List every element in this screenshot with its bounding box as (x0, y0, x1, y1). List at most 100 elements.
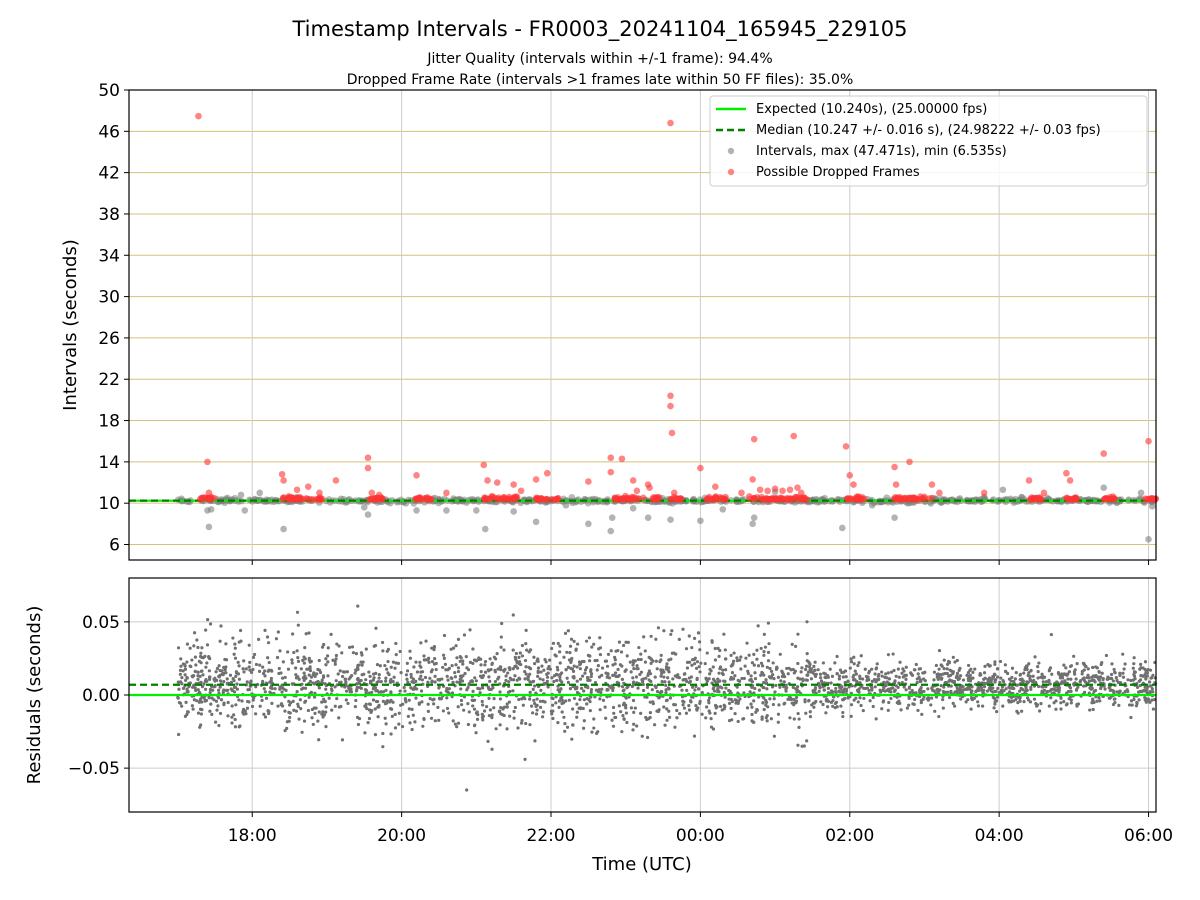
residual-point (357, 716, 362, 721)
residual-point (359, 660, 363, 664)
residual-point (400, 724, 405, 729)
residual-point (1121, 671, 1125, 675)
residual-point (881, 700, 885, 704)
residual-point (232, 652, 236, 656)
residual-point (535, 708, 539, 712)
residual-point (389, 665, 393, 669)
residual-point (478, 691, 482, 695)
residual-point (1048, 682, 1052, 686)
residual-point (754, 710, 758, 714)
residual-point (606, 672, 610, 677)
residual-point (942, 666, 946, 671)
residual-point (948, 673, 953, 677)
residual-point (304, 632, 308, 636)
interval-point (667, 516, 674, 524)
residual-point (637, 645, 641, 650)
residual-point (768, 666, 772, 671)
residual-point (415, 670, 420, 674)
residual-point (505, 727, 509, 731)
residual-point (764, 678, 768, 682)
residual-point (687, 708, 692, 712)
residual-point (643, 660, 648, 664)
residual-point (721, 672, 725, 677)
dropped-frame-point (850, 481, 857, 488)
bottom-x-tick-label: 22:00 (527, 826, 576, 846)
residual-point (302, 671, 306, 675)
residual-point (426, 680, 430, 684)
residual-point (606, 652, 611, 656)
residual-point (541, 699, 545, 703)
residual-point (374, 626, 378, 630)
residual-point (527, 665, 531, 670)
residual-point (269, 668, 273, 672)
residual-point (466, 668, 471, 672)
residual-point (768, 697, 772, 701)
residual-point (479, 657, 483, 661)
residual-point (343, 677, 347, 681)
interval-point (999, 486, 1007, 494)
residual-point (667, 715, 672, 719)
residual-point (724, 668, 728, 672)
residual-point (595, 658, 599, 663)
residual-point (496, 667, 500, 671)
residual-point (638, 672, 642, 677)
residual-point (287, 699, 291, 703)
residual-point (370, 690, 374, 694)
residual-point (970, 685, 974, 689)
residual-point (763, 645, 768, 649)
residual-point (622, 717, 626, 721)
dropped-frame-point (928, 494, 935, 502)
residual-point (445, 686, 449, 691)
residual-point (215, 666, 220, 671)
residual-point (808, 710, 812, 714)
residual-point (550, 676, 554, 680)
interval-point (868, 501, 876, 509)
residual-point (1054, 707, 1058, 711)
residual-point (384, 722, 388, 726)
residual-point (215, 708, 219, 712)
residual-point (849, 714, 853, 718)
residual-point (326, 654, 330, 658)
residual-point (236, 660, 240, 664)
dropped-frame-point (803, 496, 811, 503)
residual-point (736, 678, 740, 682)
residual-point (211, 688, 215, 692)
residual-point (1130, 703, 1134, 707)
dropped-frame-point (332, 477, 340, 484)
residual-point (1039, 675, 1043, 679)
residual-point (794, 644, 798, 648)
residual-point (808, 667, 812, 672)
residual-point (1087, 676, 1091, 680)
residual-point (568, 644, 573, 648)
dropped-frame-point (618, 455, 626, 463)
residual-point (355, 682, 359, 686)
residual-point (588, 709, 592, 713)
residual-point (1036, 676, 1040, 680)
residual-point (776, 712, 781, 716)
residual-point (334, 679, 338, 683)
residual-point (958, 690, 962, 694)
interval-point (204, 507, 211, 514)
residual-point (193, 655, 198, 659)
residual-point (218, 711, 223, 716)
residual-point (580, 659, 585, 664)
residual-point (857, 690, 861, 694)
residual-point (423, 675, 428, 680)
residual-point (504, 674, 508, 678)
residual-point (570, 656, 574, 661)
residual-point (1014, 697, 1018, 701)
residual-point (1026, 673, 1030, 678)
residual-point (854, 696, 858, 700)
dropped-frame-point (304, 495, 311, 503)
residual-point (709, 725, 714, 729)
residual-point (889, 696, 893, 701)
residual-point (621, 713, 625, 718)
residual-point (730, 663, 735, 667)
residual-point (558, 650, 562, 654)
residual-point (636, 686, 640, 690)
residual-point (196, 677, 200, 681)
residual-point (665, 718, 669, 722)
residual-point (219, 698, 224, 702)
residual-point (270, 686, 274, 691)
residual-point (1063, 679, 1067, 683)
